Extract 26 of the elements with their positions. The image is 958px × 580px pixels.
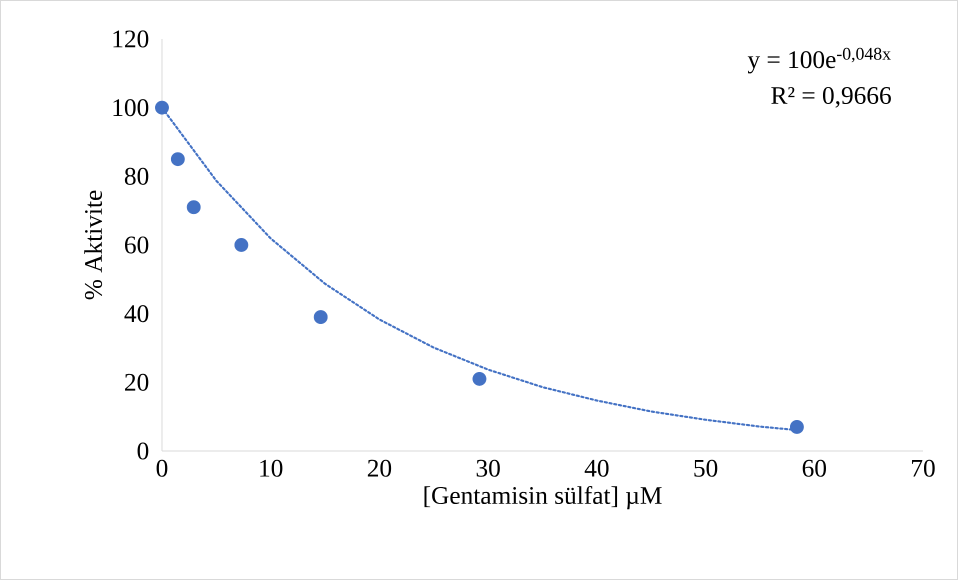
- point: [170, 152, 185, 166]
- point: [234, 238, 248, 252]
- x-tick-label: 10: [260, 460, 282, 477]
- annotation: y = 100e$^{-0,048x}$: [748, 48, 891, 74]
- y-tick-label: 20: [125, 374, 148, 391]
- y-tick-label: 80: [124, 168, 148, 185]
- y-tick-label: 40: [124, 305, 148, 322]
- y-axis-title: % Aktivite: [84, 190, 102, 300]
- x-tick-label: 30: [476, 460, 500, 477]
- x-tick-label: 50: [694, 460, 718, 477]
- y-tick-label: 0: [138, 442, 148, 460]
- x-axis-title: [Gentamisin sülfat] µM: [424, 486, 662, 510]
- point: [472, 372, 486, 386]
- point: [790, 420, 804, 434]
- point: [186, 200, 201, 214]
- x-tick-label: 0: [156, 460, 168, 477]
- x-tick-label: 70: [912, 460, 935, 477]
- x-tick-label: 20: [368, 460, 392, 477]
- y-tick-label: 120: [113, 30, 148, 48]
- x-tick-label: 60: [802, 460, 826, 477]
- x-tick-label: 40: [584, 460, 609, 477]
- point: [314, 310, 328, 324]
- y-tick-label: 60: [125, 236, 148, 254]
- annotation: R² = 0,9666: [771, 86, 891, 108]
- point: [155, 100, 169, 115]
- y-tick-label: 100: [113, 99, 148, 116]
